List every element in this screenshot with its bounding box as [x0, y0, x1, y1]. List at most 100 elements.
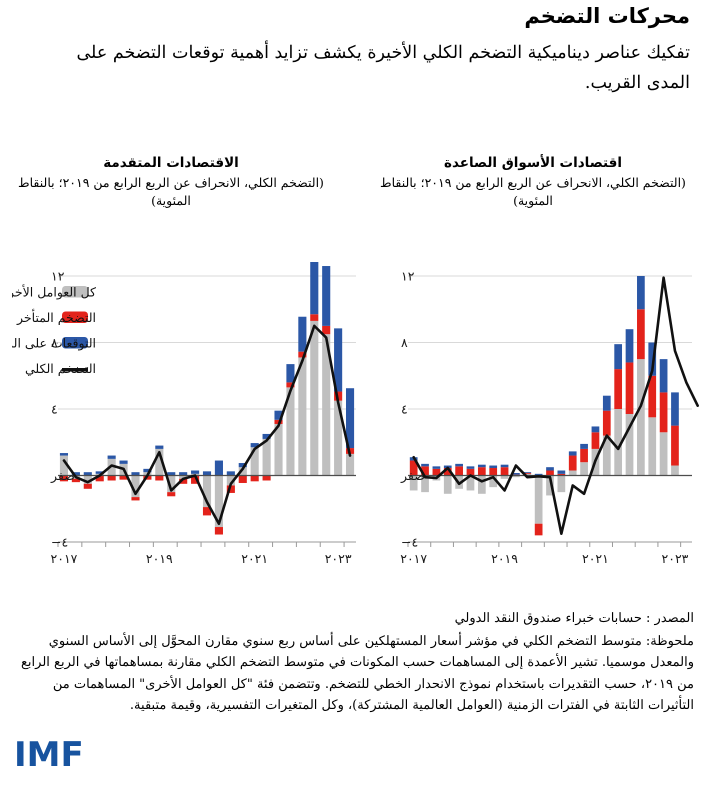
bar-segment	[671, 425, 679, 466]
bar-segment	[322, 325, 331, 335]
bar-segment	[345, 388, 355, 449]
bar-segment	[298, 351, 307, 358]
bar-segment	[334, 328, 343, 392]
bar-segment	[214, 475, 223, 528]
bar-segment	[648, 342, 657, 376]
y-tick-label: ٤−	[51, 535, 68, 550]
bar-segment	[568, 455, 577, 471]
legend-swatch	[62, 286, 88, 298]
y-tick-label: ٨	[51, 335, 58, 350]
bar-segment	[286, 364, 295, 383]
bar-segment	[648, 375, 657, 418]
bar-segment	[500, 475, 509, 479]
x-tick-label: ٢٠٢٣	[662, 551, 689, 566]
bar-segment	[310, 320, 319, 476]
bar-segment	[250, 475, 259, 482]
x-tick-label: ٢٠٢٣	[325, 551, 352, 566]
bar-segment	[523, 473, 532, 476]
bar-segment	[202, 471, 212, 476]
panel-title-advanced-economies: الاقتصادات المتقدمة	[103, 155, 239, 171]
bar-segment	[238, 475, 247, 483]
bar-segment	[671, 392, 679, 426]
bar-segment	[477, 475, 486, 494]
bar-segment	[625, 362, 634, 414]
bar-segment	[107, 475, 116, 481]
bar-segment	[250, 447, 259, 476]
bar-segment	[455, 466, 463, 476]
bar-segment	[167, 472, 176, 476]
bar-segment	[455, 463, 463, 467]
headline-inflation-line	[62, 324, 352, 526]
y-tick-label: ٨	[401, 335, 408, 350]
bar-segment	[625, 413, 634, 476]
bar-segment	[523, 473, 532, 474]
bar-segment	[591, 432, 600, 449]
bar-segment	[557, 470, 566, 474]
note-body: ملحوظة: متوسط التضخم الكلي في مؤشر أسعار…	[21, 633, 694, 714]
bar-segment	[95, 471, 104, 474]
bar-segment	[659, 432, 668, 476]
legend-label: التوقعات على المدى القريب	[12, 336, 96, 352]
bar-segment	[262, 438, 271, 476]
imf-logo: IMF	[14, 735, 84, 775]
bar-segment	[489, 465, 498, 469]
y-tick-label: ١٢	[401, 269, 415, 284]
panel-subtitle-emerging-markets: (التضخم الكلي، الانحراف عن الربع الرابع …	[380, 175, 686, 208]
bar-segment	[648, 417, 657, 476]
x-tick-label: ٢٠١٧	[51, 551, 78, 566]
y-tick-label: ٤−	[401, 535, 418, 550]
y-axis-labels: ٤− صفر ٤ ٨ ١٢	[50, 269, 75, 550]
bar-segment	[432, 466, 441, 469]
bar-segment	[659, 359, 668, 393]
bar-segment	[500, 464, 509, 468]
bar-segment	[155, 448, 164, 476]
bar-segment	[202, 507, 212, 516]
bar-segment	[637, 276, 645, 310]
bar-segment	[580, 448, 588, 463]
bar-segment	[443, 468, 452, 476]
chart-emerging-markets: ٤− صفر ٤ ٨ ١٢ ٢٠١٧ ٢٠١٩ ٢٠٢١ ٢٠٢٣	[378, 262, 700, 582]
bar-segment	[557, 475, 566, 493]
bar-segment	[214, 527, 223, 535]
legend-swatch-line	[62, 368, 88, 372]
bar-segment	[155, 445, 164, 449]
bar-segment	[512, 473, 520, 475]
y-tick-label: صفر	[50, 468, 75, 484]
bar-segment	[409, 475, 418, 491]
bar-segment	[557, 473, 566, 476]
bar-segment	[286, 387, 295, 476]
bar-segment	[614, 409, 623, 476]
bar-segment	[322, 334, 331, 476]
bar-segment	[131, 497, 140, 501]
bar-segment	[659, 392, 668, 433]
chart-legend: كل العوامل الأخرى التضخم المتأخر التوقعات …	[12, 284, 97, 378]
bar-segment	[345, 453, 355, 476]
bar-segment	[238, 467, 247, 476]
bar-segment	[95, 475, 104, 482]
bar-segment	[322, 266, 331, 326]
bar-segment	[226, 471, 235, 476]
bar-segment	[443, 475, 452, 494]
bar-segment	[274, 410, 283, 420]
bar-segment	[179, 478, 188, 484]
footnotes: المصدر : حسابات خبراء صندوق النقد الدولي…	[10, 608, 694, 717]
bar-segment	[466, 466, 475, 469]
bar-segment	[226, 485, 235, 493]
bar-segment	[432, 468, 441, 476]
bar-segment	[602, 410, 611, 436]
bar-segment	[262, 433, 271, 439]
bar-segment	[191, 470, 200, 474]
bar-segment	[238, 463, 247, 468]
legend-label: التضخم الكلي	[25, 361, 96, 377]
bar-segment	[602, 435, 611, 476]
bar-segment	[546, 475, 554, 496]
x-axis-labels: ٢٠١٧ ٢٠١٩ ٢٠٢١ ٢٠٢٣	[400, 551, 688, 566]
x-tick-label: ٢٠٢١	[241, 551, 268, 566]
y-tick-label: ٤	[401, 402, 408, 417]
bar-segment	[477, 467, 486, 476]
bar-segment	[214, 460, 223, 476]
bars	[409, 276, 679, 536]
bar-segment	[310, 314, 319, 321]
bar-segment	[262, 475, 271, 481]
